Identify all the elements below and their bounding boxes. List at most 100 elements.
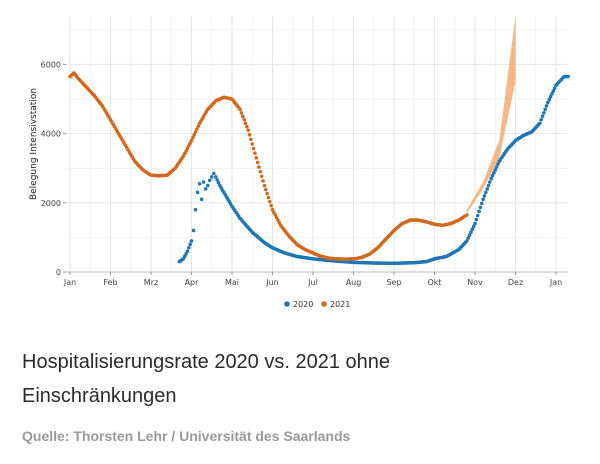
data-point	[467, 233, 472, 237]
data-point	[469, 230, 473, 235]
data-point	[216, 180, 221, 185]
y-axis-title: Belegung Intensivstation	[29, 88, 39, 200]
data-point	[538, 121, 542, 126]
data-point	[496, 162, 500, 166]
x-tick-label: Jan	[63, 278, 76, 287]
y-tick-label: 4000	[41, 130, 61, 139]
data-point	[261, 179, 265, 183]
data-point	[489, 176, 494, 181]
data-point	[251, 146, 256, 151]
x-tick-label: Apr	[185, 278, 200, 287]
data-point	[493, 168, 498, 172]
data-point	[211, 171, 216, 176]
data-point	[550, 92, 554, 96]
data-point	[197, 181, 202, 186]
data-point	[265, 191, 269, 196]
y-tick-label: 0	[56, 268, 61, 277]
data-point	[203, 187, 208, 191]
legend: 2020 2021	[284, 300, 350, 309]
data-point	[263, 187, 268, 192]
series-2021	[68, 71, 469, 262]
data-point	[241, 114, 245, 119]
legend-label-2020: 2020	[293, 300, 313, 309]
x-tick-label: Aug	[346, 278, 362, 287]
data-point	[485, 187, 489, 191]
data-point	[566, 74, 570, 79]
data-point	[191, 228, 196, 233]
data-point	[543, 107, 547, 112]
data-point	[245, 124, 249, 129]
y-ticks: 0 2000 4000 6000	[41, 60, 66, 277]
data-point	[215, 177, 219, 182]
data-point	[258, 169, 263, 174]
data-point	[191, 135, 195, 140]
data-point	[246, 128, 250, 132]
plot-area	[66, 16, 568, 272]
x-tick-label: Nov	[467, 278, 483, 287]
data-point	[188, 242, 192, 247]
data-point	[542, 111, 546, 115]
x-tick-label: Mrz	[144, 278, 158, 287]
data-point	[238, 107, 242, 112]
x-tick-label: Jan	[549, 278, 562, 287]
y-tick-label: 6000	[41, 60, 61, 69]
data-point	[214, 175, 218, 179]
x-tick-label: Okt	[427, 278, 441, 287]
data-point	[189, 239, 194, 243]
data-point	[199, 197, 204, 202]
data-point	[470, 227, 475, 232]
data-point	[471, 224, 476, 229]
chart: Jan Feb Mrz Apr Mai Jun Jul Aug Sep Okt Nov Dez Jan …	[29, 16, 570, 309]
data-point	[473, 221, 477, 226]
data-point	[465, 239, 469, 243]
x-tick-label: Feb	[103, 278, 117, 287]
y-tick-label: 2000	[41, 199, 61, 208]
data-point	[247, 132, 252, 137]
caption-source: Quelle: Thorsten Lehr / Universität des …	[22, 428, 351, 444]
data-point	[552, 86, 557, 90]
data-point	[254, 156, 259, 160]
x-ticks: Jan Feb Mrz Apr Mai Jun Jul Aug Sep Okt Nov Dez Jan	[63, 272, 562, 287]
data-point	[551, 89, 556, 93]
data-point	[488, 180, 492, 184]
data-point	[540, 114, 545, 119]
data-point	[196, 124, 201, 128]
data-point	[266, 195, 271, 200]
data-point	[193, 130, 198, 134]
data-point	[242, 117, 246, 122]
data-point	[250, 142, 255, 146]
x-tick-label: Mai	[225, 278, 239, 287]
data-point	[257, 165, 261, 169]
data-point	[207, 178, 212, 183]
data-point	[482, 194, 487, 198]
data-point	[547, 97, 552, 102]
data-point	[243, 121, 248, 126]
data-point	[209, 175, 214, 179]
data-point	[195, 127, 199, 131]
data-point	[268, 199, 272, 204]
data-point	[262, 183, 267, 188]
data-point	[193, 207, 198, 212]
data-point	[269, 203, 273, 208]
data-point	[475, 213, 480, 218]
data-point	[201, 180, 206, 184]
data-point	[192, 132, 196, 137]
data-point	[249, 137, 253, 142]
data-point	[189, 138, 194, 143]
data-point	[477, 209, 481, 214]
data-point	[259, 174, 264, 179]
projection-band-2021	[466, 16, 516, 214]
data-point	[474, 217, 479, 222]
data-point	[479, 201, 484, 206]
x-tick-label: Jul	[307, 278, 318, 287]
data-point	[466, 236, 471, 240]
projection-band	[466, 16, 516, 214]
legend-marker-2021	[321, 301, 327, 307]
data-point	[544, 104, 549, 108]
data-point	[205, 183, 210, 188]
series-2020	[177, 74, 570, 266]
data-point	[492, 171, 496, 175]
data-point	[187, 245, 191, 250]
data-point	[490, 173, 495, 178]
data-point	[481, 197, 485, 202]
